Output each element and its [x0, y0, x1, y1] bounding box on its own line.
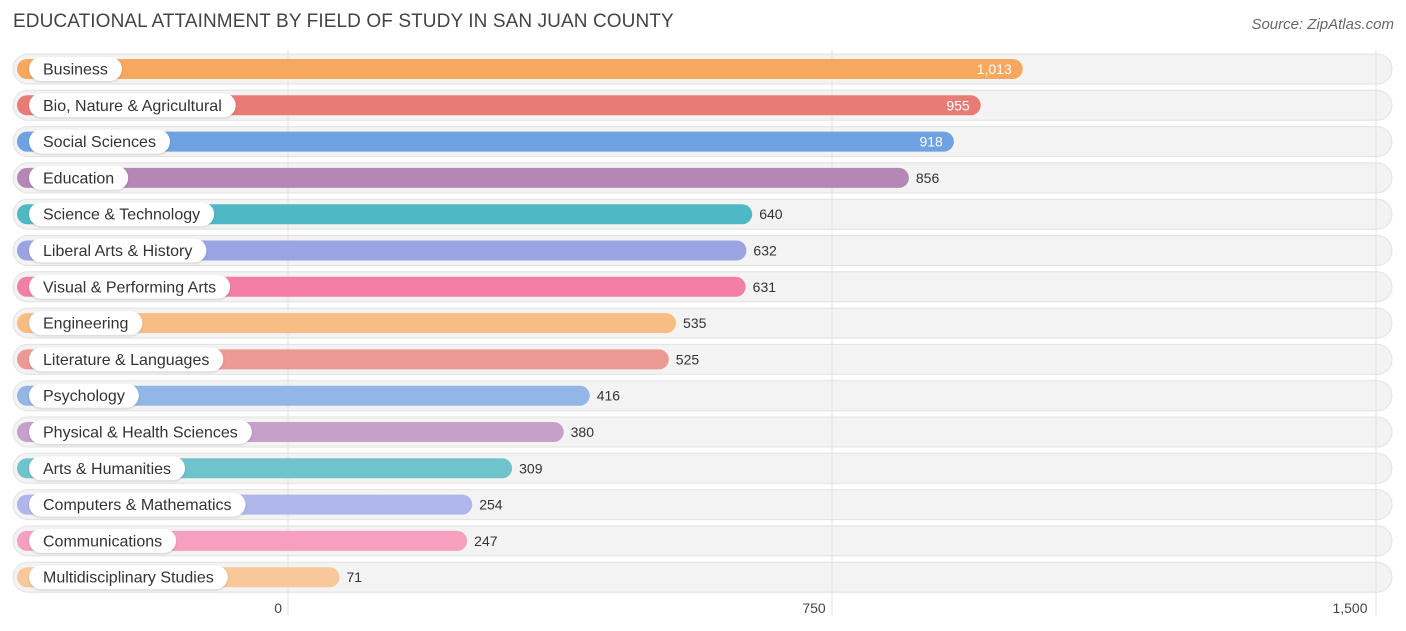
- bar-value-label: 247: [474, 533, 498, 549]
- bar-label: Liberal Arts & History: [43, 243, 192, 260]
- bar-value-label: 1,013: [977, 61, 1012, 77]
- bar-label-pill: [29, 93, 236, 118]
- bar-label-pill: [29, 238, 207, 263]
- bar-value-label: 525: [676, 351, 700, 367]
- bar-value-label: 380: [571, 424, 595, 440]
- bar-label: Bio, Nature & Agricultural: [43, 98, 222, 115]
- bar-value-label: 918: [919, 134, 943, 150]
- bar-label: Physical & Health Sciences: [43, 425, 238, 442]
- row-background: [12, 561, 1393, 593]
- bar-label-pill: [29, 347, 224, 372]
- bar-label-pill: [29, 565, 228, 590]
- bar-label-pill: [29, 420, 252, 444]
- bar-label-pill: [29, 57, 122, 81]
- x-tick-label: 1,500: [1332, 600, 1367, 616]
- bar: [17, 167, 909, 188]
- bar-label: Social Sciences: [43, 134, 156, 151]
- bar-label-pill: [29, 456, 186, 481]
- bar-value-label: 640: [759, 206, 783, 222]
- bar-value-label: 631: [753, 279, 777, 295]
- bar-value-label: 416: [597, 388, 621, 404]
- bar-label: Science & Technology: [43, 207, 200, 224]
- bar: [17, 385, 590, 406]
- bar: [17, 313, 677, 334]
- bar-label-pill: [29, 274, 231, 299]
- bar-label-pill: [29, 528, 177, 553]
- bar-label: Education: [43, 170, 114, 187]
- bar-value-label: 632: [753, 243, 777, 259]
- bar-label-pill: [29, 202, 215, 227]
- chart-title: EDUCATIONAL ATTAINMENT BY FIELD OF STUDY…: [13, 11, 674, 32]
- bar-value-label: 535: [683, 315, 707, 331]
- bar-label-pill: [29, 129, 170, 154]
- bar-label-pill: [29, 492, 246, 517]
- bar-value-label: 71: [346, 569, 362, 585]
- bar-value-label: 955: [946, 97, 970, 113]
- bar-label-pill: [29, 311, 143, 336]
- bar-label: Business: [43, 62, 108, 79]
- bar: [17, 95, 981, 116]
- bar-label: Engineering: [43, 316, 128, 333]
- bar-label-pill: [29, 383, 139, 408]
- bar-label: Communications: [43, 533, 162, 550]
- bar: [17, 131, 954, 152]
- x-tick-label: 750: [802, 600, 826, 616]
- bar-label-pill: [29, 165, 129, 190]
- bar-label: Computers & Mathematics: [43, 497, 232, 514]
- bar-value-label: 309: [519, 460, 543, 476]
- bar-label: Psychology: [43, 388, 125, 405]
- chart-source: Source: ZipAtlas.com: [1251, 16, 1394, 33]
- x-tick-label: 0: [274, 600, 282, 616]
- bars: Business 1,013 Bio, Nature & Agricultural 9…: [17, 57, 1023, 590]
- bar-value-label: 856: [916, 170, 940, 186]
- bar-label: Visual & Performing Arts: [43, 279, 216, 296]
- bar-value-label: 254: [479, 497, 503, 513]
- bar-label: Multidisciplinary Studies: [43, 570, 214, 587]
- bar-label: Arts & Humanities: [43, 461, 171, 478]
- bar-label: Literature & Languages: [43, 352, 209, 369]
- bar: [17, 59, 1023, 79]
- x-axis-ticks: 0 750 1,500: [274, 600, 1368, 616]
